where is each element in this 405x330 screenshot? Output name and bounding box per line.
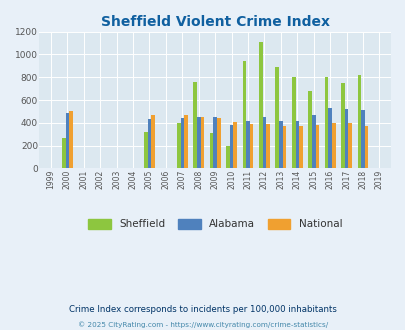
Bar: [147, 119, 151, 169]
Text: © 2025 CityRating.com - https://www.cityrating.com/crime-statistics/: © 2025 CityRating.com - https://www.city…: [78, 321, 327, 328]
Bar: [311, 115, 315, 169]
Bar: [324, 77, 328, 169]
Bar: [151, 115, 155, 169]
Bar: [298, 126, 302, 169]
Bar: [307, 91, 311, 169]
Bar: [328, 108, 331, 169]
Bar: [357, 75, 360, 169]
Text: Crime Index corresponds to incidents per 100,000 inhabitants: Crime Index corresponds to incidents per…: [69, 305, 336, 314]
Bar: [213, 117, 216, 169]
Bar: [184, 115, 187, 169]
Bar: [344, 109, 347, 169]
Bar: [216, 118, 220, 169]
Bar: [200, 116, 204, 169]
Bar: [364, 126, 368, 169]
Bar: [65, 113, 69, 169]
Bar: [229, 125, 233, 169]
Bar: [258, 42, 262, 169]
Bar: [347, 123, 351, 169]
Bar: [295, 121, 298, 169]
Title: Sheffield Violent Crime Index: Sheffield Violent Crime Index: [100, 15, 329, 29]
Bar: [291, 77, 295, 169]
Bar: [275, 68, 278, 169]
Bar: [69, 111, 72, 169]
Bar: [360, 110, 364, 169]
Bar: [193, 82, 196, 169]
Bar: [278, 121, 282, 169]
Bar: [233, 122, 237, 169]
Bar: [340, 83, 344, 169]
Bar: [315, 124, 318, 169]
Bar: [226, 146, 229, 169]
Bar: [249, 124, 253, 169]
Bar: [62, 138, 65, 169]
Bar: [282, 126, 286, 169]
Bar: [266, 124, 269, 169]
Bar: [177, 123, 180, 169]
Bar: [144, 132, 147, 169]
Bar: [242, 61, 246, 169]
Bar: [196, 116, 200, 169]
Bar: [246, 121, 249, 169]
Legend: Sheffield, Alabama, National: Sheffield, Alabama, National: [83, 215, 346, 234]
Bar: [262, 117, 266, 169]
Bar: [209, 133, 213, 169]
Bar: [331, 123, 335, 169]
Bar: [180, 118, 184, 169]
